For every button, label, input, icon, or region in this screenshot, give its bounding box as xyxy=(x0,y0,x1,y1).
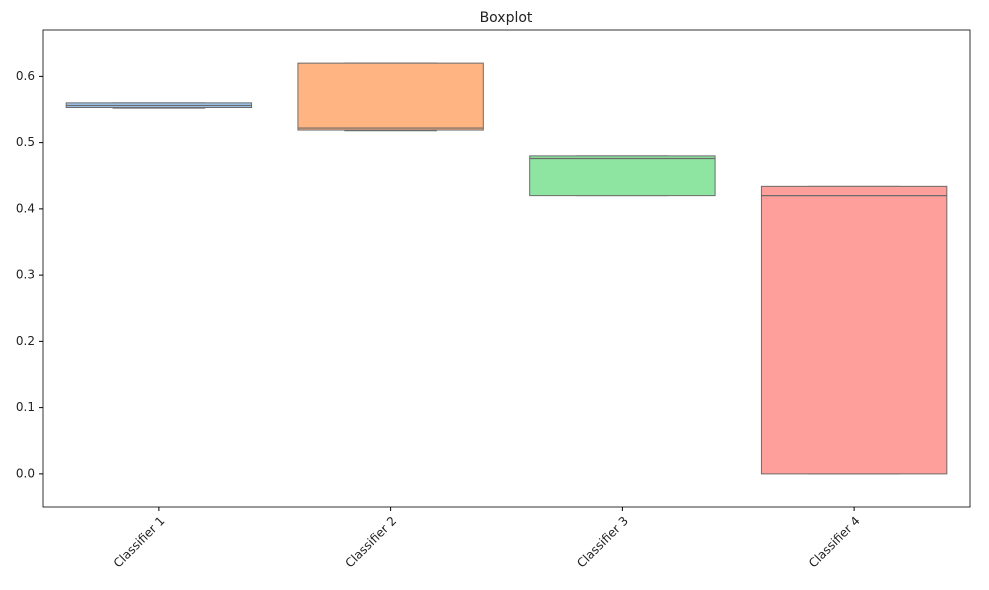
x-tick-label: Classifier 1 xyxy=(111,514,168,571)
y-tick-label: 0.5 xyxy=(16,135,35,149)
x-tick-label: Classifier 4 xyxy=(806,514,863,571)
box xyxy=(529,155,716,197)
y-tick-label: 0.1 xyxy=(16,400,35,414)
y-tick-label: 0.2 xyxy=(16,334,35,348)
y-tick-label: 0.3 xyxy=(16,268,35,282)
x-tick-label: Classifier 2 xyxy=(342,514,399,571)
plot-frame xyxy=(42,29,971,508)
chart-title: Boxplot xyxy=(480,10,533,26)
box xyxy=(297,62,484,131)
y-tick-label: 0.0 xyxy=(16,466,35,480)
y-tick-label: 0.6 xyxy=(16,69,35,83)
x-tick-label: Classifier 3 xyxy=(574,514,631,571)
y-tick-label: 0.4 xyxy=(16,201,35,215)
box xyxy=(760,185,948,475)
